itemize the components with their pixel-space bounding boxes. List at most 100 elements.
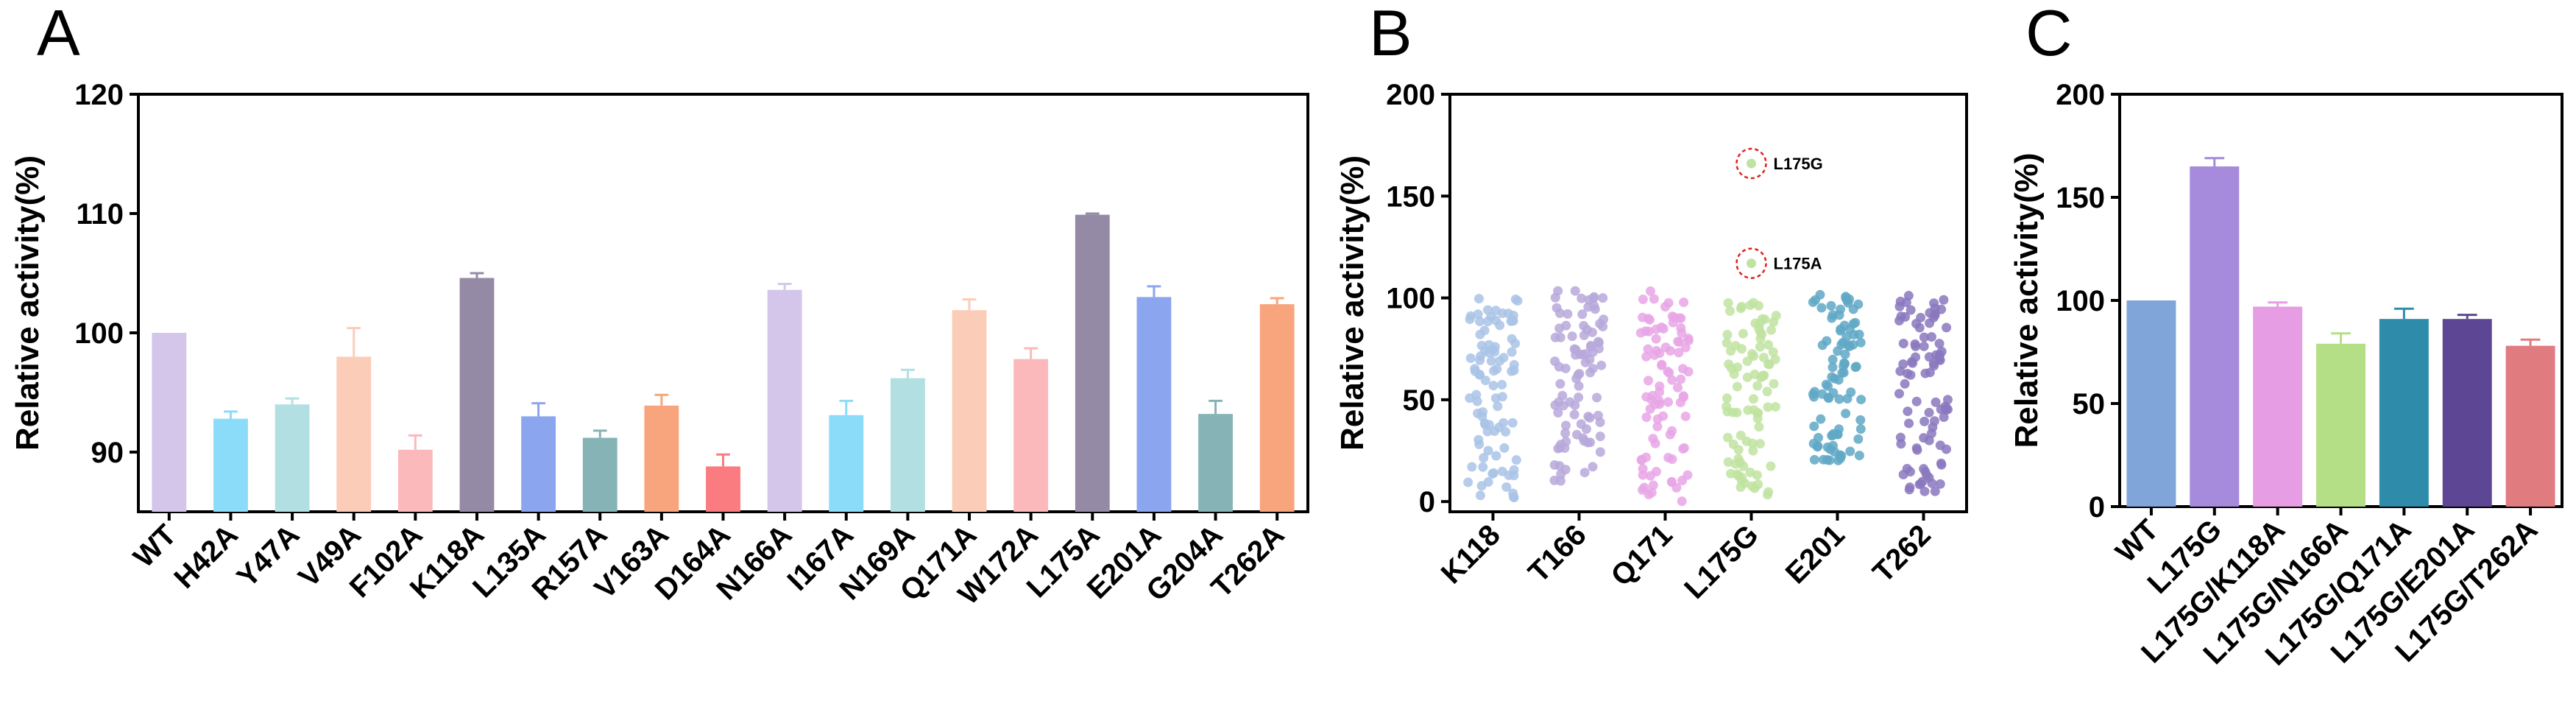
data-point: [1850, 317, 1861, 328]
data-point: [1663, 397, 1674, 407]
data-point: [1641, 351, 1652, 362]
data-point: [1755, 318, 1765, 328]
panel-label-a: A: [37, 0, 80, 69]
data-point: [1856, 395, 1866, 405]
data-point: [1724, 306, 1735, 316]
data-point: [1649, 294, 1659, 304]
data-point: [1555, 378, 1565, 389]
data-point: [1683, 335, 1694, 345]
data-point: [1588, 364, 1598, 374]
data-point: [1560, 465, 1571, 475]
data-point: [1677, 496, 1687, 507]
data-point: [1735, 482, 1746, 493]
data-point: [1812, 442, 1822, 452]
data-point: [1821, 379, 1831, 390]
bar: [2190, 166, 2240, 507]
data-point: [1930, 486, 1940, 496]
bar: [890, 378, 925, 512]
data-point: [1676, 313, 1686, 323]
data-point: [1639, 482, 1649, 493]
data-point: [1595, 431, 1605, 442]
y-tick-label: 200: [1386, 79, 1435, 111]
data-point: [1736, 301, 1747, 311]
data-point: [1646, 286, 1656, 296]
data-point: [1732, 381, 1742, 392]
data-point: [1654, 395, 1664, 406]
data-point: [1919, 433, 1929, 443]
data-point: [1569, 409, 1579, 420]
x-tick-label: K118: [1435, 518, 1507, 590]
y-tick-label: 150: [2056, 182, 2105, 214]
data-point: [1834, 310, 1844, 320]
data-point: [1563, 309, 1573, 319]
data-point: [1574, 381, 1584, 391]
y-axis-title: Relative activity(%): [10, 155, 46, 451]
data-point: [1638, 295, 1648, 305]
x-tick-label: E201: [1780, 518, 1851, 590]
bar: [706, 466, 740, 512]
data-point: [1824, 393, 1834, 404]
data-point: [1593, 337, 1604, 347]
x-tick-label: T166: [1522, 518, 1593, 589]
data-point: [1567, 331, 1577, 342]
data-point: [1722, 401, 1732, 412]
data-point: [1482, 305, 1493, 315]
data-point: [1558, 401, 1568, 411]
data-point: [1489, 366, 1499, 376]
data-point: [1581, 424, 1591, 434]
data-point: [1911, 396, 1922, 406]
data-point: [1770, 401, 1780, 412]
data-point: [1467, 462, 1477, 472]
data-point: [1465, 353, 1476, 363]
data-point: [1645, 404, 1655, 414]
data-point: [1561, 420, 1571, 431]
y-tick-label: 100: [2056, 285, 2105, 317]
data-point: [1762, 387, 1772, 397]
data-point: [1664, 367, 1674, 378]
data-point: [1599, 314, 1609, 325]
data-point: [1748, 297, 1758, 308]
data-point: [1584, 295, 1594, 305]
data-point: [1826, 300, 1836, 311]
data-point: [1752, 413, 1763, 423]
data-point: [1643, 314, 1654, 324]
y-axis-title: Relative activity(%): [1334, 155, 1370, 451]
data-point: [1679, 297, 1689, 308]
data-point: [1598, 322, 1608, 332]
data-point: [1569, 344, 1579, 354]
data-point: [1651, 324, 1661, 334]
data-point: [1816, 414, 1826, 424]
data-point: [1595, 447, 1605, 457]
data-point: [1827, 362, 1838, 373]
bar: [767, 289, 802, 512]
data-point: [1553, 286, 1563, 296]
data-point: [1920, 368, 1931, 378]
data-point: [1919, 416, 1930, 426]
x-tick-label: H42A: [168, 518, 244, 594]
data-point: [1836, 324, 1846, 334]
data-point: [1926, 332, 1936, 342]
y-tick-label: 100: [74, 317, 124, 350]
data-point: [1497, 466, 1507, 476]
bar: [644, 405, 679, 512]
data-point: [1484, 348, 1494, 358]
data-point: [1748, 445, 1758, 456]
data-point: [1494, 422, 1504, 432]
y-tick-label: 100: [1386, 283, 1435, 315]
data-point: [1919, 486, 1930, 496]
data-point: [1755, 439, 1765, 449]
data-point: [1556, 476, 1566, 486]
data-point: [1903, 368, 1913, 378]
data-point: [1733, 469, 1743, 479]
x-tick-label: T262: [1866, 518, 1937, 589]
data-point: [1473, 309, 1483, 320]
data-point: [1507, 366, 1517, 376]
data-point: [1510, 339, 1521, 349]
data-point: [1578, 433, 1588, 443]
bar: [1136, 297, 1172, 512]
data-point: [1474, 439, 1485, 449]
y-tick-label: 50: [1403, 384, 1436, 417]
data-point: [1499, 443, 1510, 453]
data-point: [1898, 339, 1908, 349]
data-point: [1758, 353, 1769, 363]
